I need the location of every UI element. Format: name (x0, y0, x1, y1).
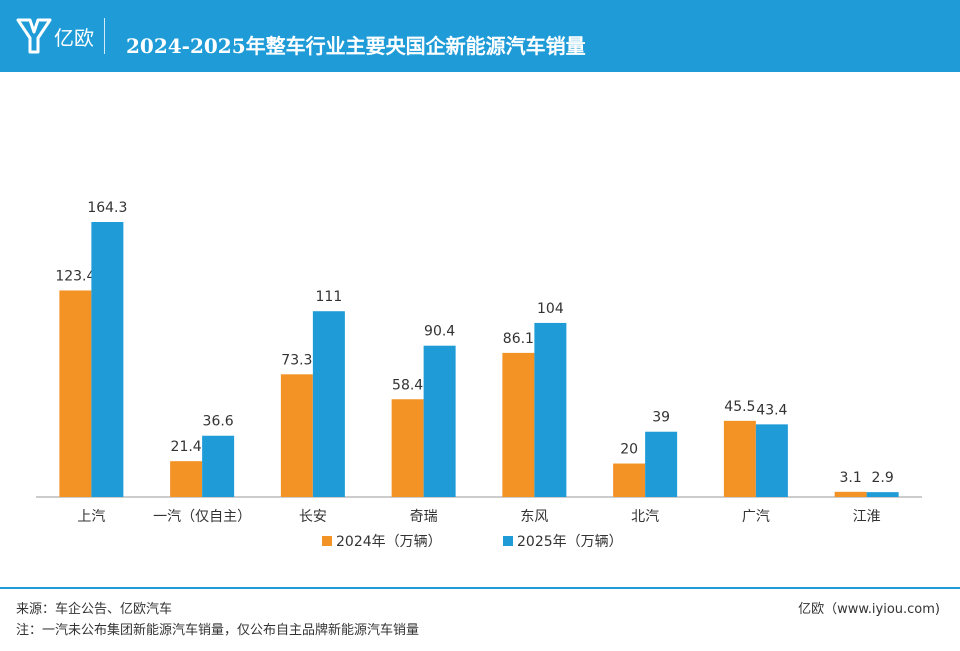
value-label: 86.1 (503, 331, 534, 347)
value-label: 45.5 (724, 399, 755, 415)
chart: 上汽 123.4 164.3 一汽（仅自主） 21.436.6 长安 73.3 111 奇瑞 58… (36, 200, 922, 550)
x-tick-label: 上汽 (77, 509, 105, 525)
logo-text: 亿欧 (54, 26, 94, 50)
value-label: 2.9 (871, 470, 893, 486)
logo-icon (16, 18, 52, 54)
bar (91, 222, 124, 497)
title: 2024-2025年整车行业主要央国企新能源汽车销量 (126, 34, 586, 58)
value-label: 21.4 (171, 439, 202, 455)
bar (866, 492, 899, 497)
value-label: 20 (620, 442, 638, 458)
x-tick-label: 奇瑞 (410, 508, 438, 525)
bar (723, 420, 756, 497)
value-label: 3.1 (839, 470, 861, 486)
bar (645, 431, 678, 497)
value-label: 58.4 (392, 377, 423, 393)
bar (170, 461, 203, 497)
bar (834, 491, 867, 497)
bar (59, 290, 92, 497)
note: 注：一汽未公布集团新能源汽车销量，仅公布自主品牌新能源汽车销量 (16, 623, 420, 638)
value-label: 73.3 (281, 352, 312, 368)
bar (755, 424, 788, 497)
value-label: 123.4 (55, 268, 95, 284)
value-label: 90.4 (424, 324, 455, 340)
bar (534, 322, 567, 497)
value-label: 164.3 (87, 200, 127, 216)
bar (280, 374, 313, 497)
separator (104, 18, 105, 54)
legend-swatch (503, 536, 513, 546)
value-label: 39 (652, 410, 670, 426)
bar (391, 399, 424, 497)
value-label: 104 (537, 301, 564, 317)
bar (613, 463, 646, 497)
source: 来源：车企公告、亿欧汽车 (16, 602, 173, 617)
x-tick-label: 广汽 (742, 509, 770, 525)
bar (423, 345, 456, 497)
value-label: 36.6 (203, 414, 234, 430)
header: 亿欧 2024-2025年整车行业主要央国企新能源汽车销量 (0, 0, 960, 72)
legend-swatch (322, 536, 332, 546)
x-tick-label: 北汽 (631, 509, 659, 525)
bar (202, 435, 235, 497)
x-tick-label: 江淮 (853, 509, 881, 525)
x-tick-label: 长安 (299, 509, 327, 525)
value-label: 111 (316, 289, 343, 305)
site: 亿欧（www.iyiou.com) (798, 602, 940, 617)
x-tick-label: 东风 (520, 509, 548, 525)
legend-label: 2025年（万辆） (517, 534, 623, 550)
bar (312, 311, 345, 497)
x-tick-label: 一汽（仅自主） (153, 509, 251, 525)
bar (502, 352, 535, 497)
value-label: 43.4 (756, 402, 787, 418)
legend-label: 2024年（万辆） (336, 534, 442, 550)
footer-line (0, 587, 960, 589)
